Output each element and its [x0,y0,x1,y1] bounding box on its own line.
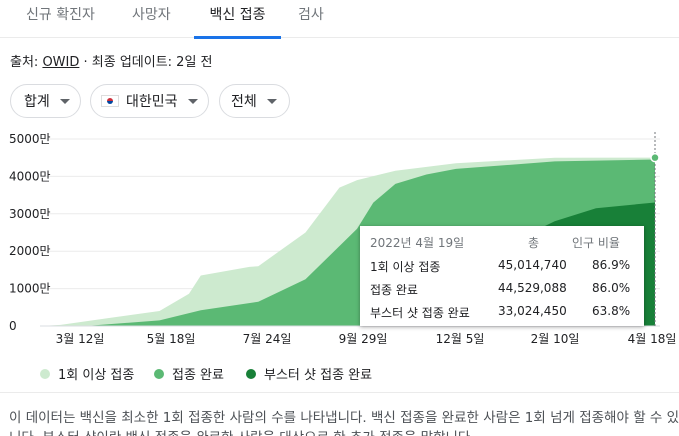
y-tick-label: 0 [9,319,17,333]
tab-vaccination[interactable]: 백신 접종 [194,0,281,39]
tab-label: 신규 확진자 [26,7,95,23]
last-updated: · 최종 업데이트: 2일 전 [79,55,213,70]
tooltip-row-pct: 86.0% [592,281,631,295]
tooltip-row-pct: 63.8% [592,304,631,318]
tab-bar: 신규 확진자 사망자 백신 접종 검사 [0,0,679,39]
source-link[interactable]: OWID [42,55,80,70]
divider [0,392,679,393]
y-tick-label: 1000만 [9,282,51,296]
population-dropdown[interactable]: 전체 [219,84,290,118]
y-tick-label: 4000만 [9,169,51,183]
aggregate-dropdown[interactable]: 합계 [10,84,81,118]
korea-flag-icon [101,95,119,107]
y-tick-label: 3000만 [9,207,51,221]
y-tick-label: 5000만 [9,132,51,146]
tooltip-row-pct: 86.9% [592,258,631,272]
population-value: 전체 [231,94,257,110]
source-line: 출처: OWID · 최종 업데이트: 2일 전 [10,51,213,70]
x-tick-label: 3월 12일 [56,332,105,346]
dark-green-dot-icon [246,368,256,379]
tooltip-row-label: 접종 완료 [370,283,418,297]
tooltip-row-label: 부스터 샷 접종 완료 [370,306,470,320]
tab-label: 검사 [298,7,324,23]
legend-label: 접종 완료 [172,368,224,383]
tooltip-row-label: 1회 이상 접종 [370,260,441,274]
y-tick-label: 2000만 [9,244,51,258]
active-tab-indicator [194,36,281,39]
source-prefix: 출처: [10,55,43,70]
x-tick-label: 2월 10일 [531,332,580,346]
x-tick-label: 4월 18일 [628,332,677,346]
legend-item-fully-vaccinated[interactable]: 접종 완료 [154,364,224,383]
legend-label: 부스터 샷 접종 완료 [264,368,373,383]
chevron-down-icon [187,98,198,104]
tooltip-row-total: 44,529,088 [498,281,567,295]
x-tick-label: 9월 29일 [339,332,388,346]
aggregate-value: 합계 [24,94,50,110]
hover-point [650,152,660,163]
tooltip-row-total: 33,024,450 [498,304,567,318]
tooltip-date: 2022년 4월 19일 [370,236,465,250]
chevron-down-icon [59,98,70,104]
tab-label: 사망자 [132,7,171,23]
x-tick-label: 5월 18일 [147,332,196,346]
x-tick-label: 7월 24일 [243,332,292,346]
tooltip-row-total: 45,014,740 [498,258,567,272]
tooltip-total-header: 총 [528,236,540,250]
tab-new-cases[interactable]: 신규 확진자 [26,0,95,38]
legend-item-booster[interactable]: 부스터 샷 접종 완료 [246,364,372,383]
legend-label: 1회 이상 접종 [58,368,135,383]
chart-description: 이 데이터는 백신을 최소한 1회 접종한 사람의 수를 나타냅니다. 백신 접… [9,410,679,436]
legend-item-dose1[interactable]: 1회 이상 접종 [40,364,134,383]
country-dropdown[interactable]: 대한민국 [90,84,209,118]
chart-tooltip: 2022년 4월 19일 총 인구 비율 1회 이상 접종 45,014,740… [360,226,644,326]
green-dot-icon [154,368,164,379]
chevron-down-icon [266,98,277,104]
tab-deaths[interactable]: 사망자 [132,0,171,38]
country-value: 대한민국 [126,94,178,110]
light-green-dot-icon [40,368,50,379]
x-tick-label: 12월 5일 [436,332,485,346]
tooltip-pct-header: 인구 비율 [572,236,620,250]
tab-label: 백신 접종 [209,7,266,23]
tab-tests[interactable]: 검사 [298,0,324,38]
